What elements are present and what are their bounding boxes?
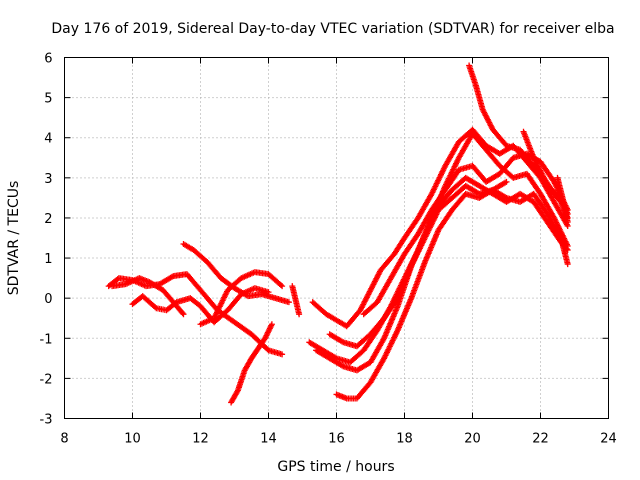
y-tick-label: 1 xyxy=(44,252,52,267)
data-point xyxy=(180,311,187,318)
data-points xyxy=(105,62,571,406)
series-track-12 xyxy=(333,186,571,402)
x-tick-label: 10 xyxy=(124,432,141,447)
data-point xyxy=(285,299,292,306)
data-point xyxy=(564,218,571,225)
y-tick-label: 6 xyxy=(44,52,52,67)
data-point xyxy=(277,282,284,289)
y-tick-label: 2 xyxy=(44,212,52,227)
data-point xyxy=(503,178,510,185)
chart-title: Day 176 of 2019, Sidereal Day-to-day VTE… xyxy=(51,21,614,37)
data-point xyxy=(179,310,186,317)
series-track-2 xyxy=(109,275,187,318)
data-point xyxy=(268,321,275,328)
series-track-7 xyxy=(289,283,303,318)
x-tick-label: 22 xyxy=(532,432,549,447)
y-tick-label: 5 xyxy=(44,92,52,107)
y-tick-label: 3 xyxy=(44,172,52,187)
x-tick-label: 18 xyxy=(396,432,413,447)
x-tick-label: 16 xyxy=(328,432,345,447)
series-track-6 xyxy=(228,321,275,406)
data-point xyxy=(279,351,286,358)
data-point xyxy=(234,388,241,395)
data-point xyxy=(279,283,286,290)
y-axis-label: SDTVAR / TECUs xyxy=(6,181,22,296)
y-tick-label: -2 xyxy=(40,372,53,387)
x-tick-label: 14 xyxy=(260,432,277,447)
x-tick-label: 24 xyxy=(600,432,617,447)
series-track-4 xyxy=(180,241,292,306)
x-axis-label: GPS time / hours xyxy=(277,459,394,475)
data-point xyxy=(296,311,303,318)
data-point xyxy=(564,261,571,268)
x-tick-label: 8 xyxy=(60,432,68,447)
y-tick-label: -1 xyxy=(40,332,53,347)
y-tick-label: -3 xyxy=(40,413,53,428)
plot-frame xyxy=(64,57,609,419)
data-point xyxy=(265,289,272,296)
series-track-16 xyxy=(554,174,571,225)
x-tick-label: 12 xyxy=(192,432,209,447)
x-tick-label: 20 xyxy=(464,432,481,447)
y-tick-label: 4 xyxy=(44,132,52,147)
series-track-11 xyxy=(326,178,510,350)
y-tick-label: 0 xyxy=(44,292,52,307)
series-track-5 xyxy=(197,269,286,328)
series-track-15 xyxy=(520,128,571,221)
